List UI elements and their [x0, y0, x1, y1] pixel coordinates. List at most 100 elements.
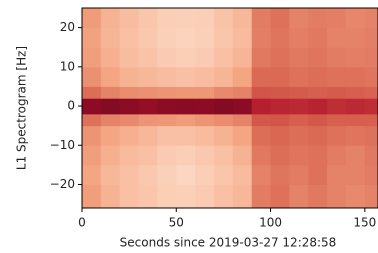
heatmap-cell	[176, 8, 195, 28]
heatmap-cell	[195, 114, 214, 126]
heatmap-cell	[327, 184, 346, 208]
heatmap-cell	[365, 86, 378, 98]
heatmap-cell	[139, 8, 158, 28]
heatmap-cell	[327, 126, 346, 146]
heatmap-cell	[233, 126, 252, 146]
heatmap-cell	[365, 165, 378, 185]
heatmap-cell	[176, 98, 195, 114]
heatmap-cell	[157, 98, 176, 114]
heatmap-cell	[271, 67, 290, 87]
heatmap-cell	[82, 126, 101, 146]
heatmap-cell	[214, 184, 233, 208]
heatmap-cell	[365, 126, 378, 146]
heatmap-cell	[365, 184, 378, 208]
heatmap-cell	[139, 126, 158, 146]
heatmap-cell	[101, 98, 120, 114]
heatmap-cell	[346, 47, 365, 67]
heatmap-cell	[233, 47, 252, 67]
heatmap-cell	[157, 28, 176, 48]
heatmap-cell	[176, 126, 195, 146]
heatmap-cell	[289, 8, 308, 28]
y-tick-label: −10	[50, 138, 75, 152]
heatmap-cell	[233, 8, 252, 28]
heatmap-cell	[82, 67, 101, 87]
heatmap-cell	[365, 8, 378, 28]
heatmap-cell	[214, 67, 233, 87]
heatmap-cell	[233, 145, 252, 165]
heatmap-cell	[308, 67, 327, 87]
heatmap	[82, 8, 378, 209]
heatmap-cell	[365, 145, 378, 165]
heatmap-cell	[233, 114, 252, 126]
heatmap-cell	[308, 98, 327, 114]
heatmap-cell	[289, 184, 308, 208]
heatmap-cell	[195, 126, 214, 146]
heatmap-cell	[195, 86, 214, 98]
heatmap-cell	[101, 67, 120, 87]
heatmap-cell	[346, 86, 365, 98]
heatmap-cell	[233, 184, 252, 208]
heatmap-cell	[82, 47, 101, 67]
x-axis-label: Seconds since 2019-03-27 12:28:58	[120, 236, 337, 250]
heatmap-cell	[195, 8, 214, 28]
heatmap-cell	[120, 114, 139, 126]
heatmap-cell	[120, 47, 139, 67]
heatmap-cell	[346, 8, 365, 28]
heatmap-cell	[252, 28, 271, 48]
heatmap-cell	[365, 47, 378, 67]
heatmap-cell	[195, 98, 214, 114]
heatmap-cell	[252, 86, 271, 98]
heatmap-cell	[327, 67, 346, 87]
heatmap-cell	[176, 67, 195, 87]
heatmap-cell	[252, 165, 271, 185]
heatmap-cell	[139, 98, 158, 114]
heatmap-cell	[289, 86, 308, 98]
heatmap-cell	[346, 114, 365, 126]
heatmap-cell	[120, 165, 139, 185]
heatmap-cell	[365, 67, 378, 87]
heatmap-cell	[271, 184, 290, 208]
heatmap-cell	[120, 145, 139, 165]
heatmap-cell	[139, 86, 158, 98]
heatmap-cell	[346, 67, 365, 87]
heatmap-cell	[195, 28, 214, 48]
heatmap-cell	[157, 47, 176, 67]
heatmap-cell	[214, 165, 233, 185]
heatmap-cell	[157, 145, 176, 165]
heatmap-cell	[308, 114, 327, 126]
x-tick-label: 100	[259, 216, 282, 230]
heatmap-cell	[308, 8, 327, 28]
heatmap-cell	[214, 28, 233, 48]
heatmap-cell	[101, 47, 120, 67]
heatmap-cell	[346, 98, 365, 114]
heatmap-cell	[271, 8, 290, 28]
heatmap-cell	[308, 145, 327, 165]
heatmap-cell	[120, 86, 139, 98]
heatmap-cell	[195, 145, 214, 165]
heatmap-cell	[233, 98, 252, 114]
y-tick-label: 0	[67, 99, 75, 113]
heatmap-cell	[82, 114, 101, 126]
heatmap-cell	[289, 47, 308, 67]
heatmap-cell	[233, 86, 252, 98]
heatmap-cell	[308, 86, 327, 98]
heatmap-cell	[139, 114, 158, 126]
heatmap-cell	[214, 47, 233, 67]
heatmap-cell	[139, 184, 158, 208]
heatmap-cell	[82, 28, 101, 48]
x-tick-label: 50	[169, 216, 184, 230]
heatmap-cell	[346, 28, 365, 48]
heatmap-cell	[271, 47, 290, 67]
heatmap-cell	[327, 98, 346, 114]
heatmap-cell	[308, 126, 327, 146]
heatmap-cell	[308, 184, 327, 208]
heatmap-cell	[271, 126, 290, 146]
heatmap-cell	[101, 86, 120, 98]
heatmap-cell	[327, 145, 346, 165]
heatmap-cell	[308, 165, 327, 185]
y-axis-label: L1 Spectrogram [Hz]	[15, 46, 29, 170]
heatmap-cell	[252, 47, 271, 67]
heatmap-cell	[139, 67, 158, 87]
heatmap-cell	[101, 28, 120, 48]
heatmap-cell	[289, 165, 308, 185]
